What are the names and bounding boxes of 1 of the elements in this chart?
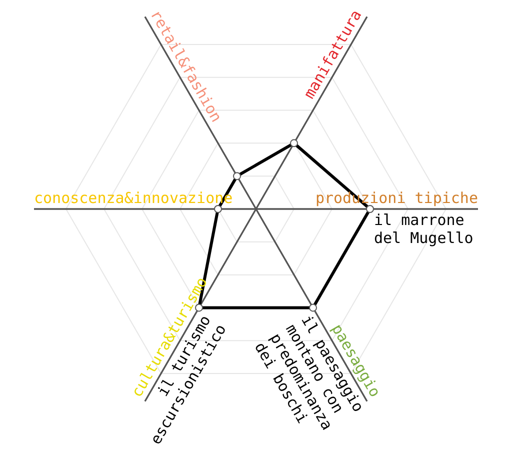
text: il marrone del Mugello [374,211,474,247]
